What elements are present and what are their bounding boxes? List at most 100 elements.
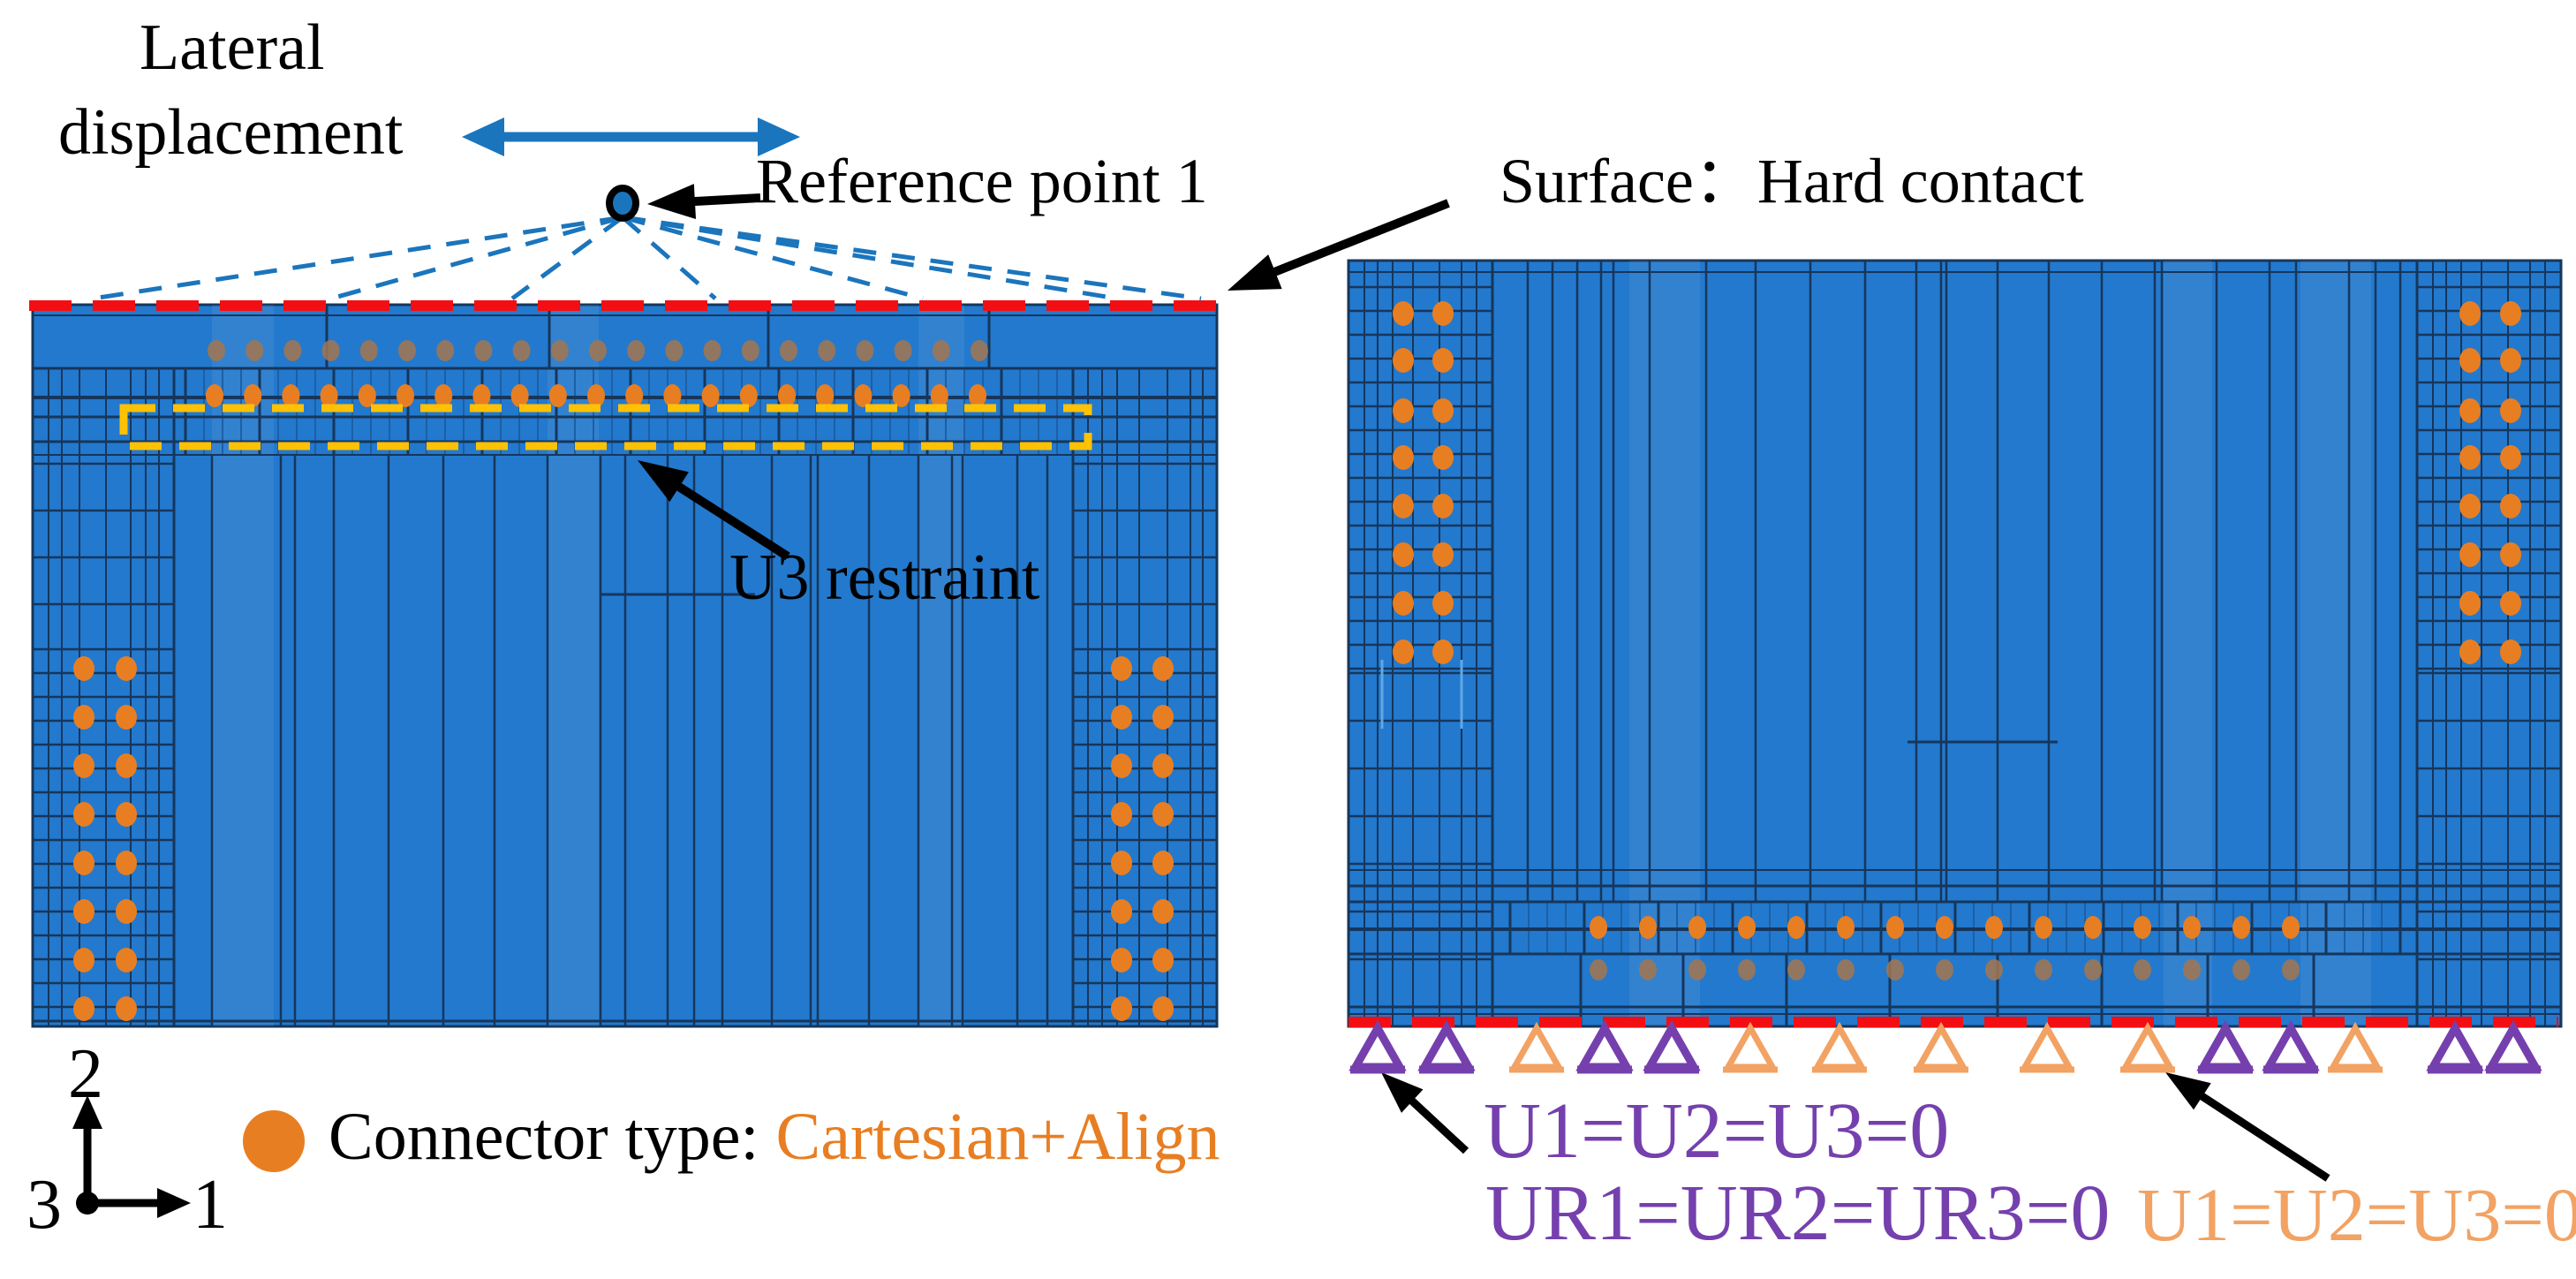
- connector-dot: [358, 384, 376, 407]
- connector-dot: [778, 384, 796, 407]
- connector-dot: [2282, 916, 2300, 939]
- connector-dot: [1393, 445, 1414, 470]
- surface-hard-contact-label: Surface：Hard contact: [1500, 146, 2084, 216]
- connector-dot: [1432, 494, 1454, 518]
- connector-dot: [1432, 398, 1454, 423]
- connector-dot: [73, 899, 94, 924]
- ghost-connector-dot: [2282, 959, 2300, 980]
- reference-point-label: Reference point 1: [756, 146, 1208, 216]
- surface-contact-arrow-shaft: [1261, 199, 1450, 281]
- reference-point-marker: [606, 185, 639, 222]
- lateral-displacement-arrow-head-left: [462, 117, 504, 156]
- ghost-connector-dot: [856, 340, 874, 361]
- mesh-light-strip: [212, 305, 274, 1026]
- coupling-dashed-line: [622, 215, 924, 301]
- lateral-displacement-label-line1: Lateral: [140, 11, 325, 84]
- connector-dot: [116, 802, 137, 827]
- connector-dot: [1393, 348, 1414, 373]
- connector-dot: [73, 996, 94, 1021]
- reference-point-arrow-head: [647, 184, 697, 220]
- connector-dot: [1152, 705, 1174, 730]
- connector-dot: [116, 948, 137, 972]
- connector-dot: [1393, 301, 1414, 326]
- support-triangle-purple: [2426, 1019, 2484, 1071]
- connector-dot: [701, 384, 720, 407]
- connector-dot: [1936, 916, 1953, 939]
- connector-dot: [1639, 916, 1657, 939]
- connector-dot: [1393, 640, 1414, 664]
- connector-dot: [1111, 753, 1132, 778]
- connector-dot: [1111, 656, 1132, 681]
- connector-dot: [1152, 802, 1174, 827]
- connector-dot: [1111, 851, 1132, 875]
- connector-dot: [548, 384, 567, 407]
- ghost-connector-dot: [1936, 959, 1953, 980]
- connector-dot: [1432, 301, 1454, 326]
- reference-point-arrow-shaft: [683, 193, 761, 207]
- connector-dot: [510, 384, 529, 407]
- connector-dot: [1393, 494, 1414, 518]
- pinned-bc-arrow-shaft: [2190, 1086, 2330, 1182]
- connector-dot: [1111, 705, 1132, 730]
- ghost-connector-dot: [818, 340, 836, 361]
- connector-dot: [73, 705, 94, 730]
- pinned-bc-label: U1=U2=U3=0: [2137, 1172, 2576, 1257]
- ghost-connector-dot: [2035, 959, 2052, 980]
- axis-2-label: 2: [68, 1035, 103, 1113]
- lateral-displacement-arrow-head-right: [758, 117, 800, 156]
- connector-dot: [2459, 542, 2481, 567]
- support-triangle-orange: [2019, 1021, 2075, 1071]
- connector-dot: [2500, 398, 2521, 423]
- ghost-connector-dot: [2232, 959, 2250, 980]
- ghost-connector-dot: [359, 340, 378, 361]
- fixed-bc-arrow-shaft: [1401, 1091, 1469, 1154]
- ghost-connector-dot: [1886, 959, 1904, 980]
- mesh-light-strip: [1629, 261, 1700, 1026]
- ghost-connector-dot: [436, 340, 455, 361]
- connector-dot: [116, 656, 137, 681]
- connector-dot: [1111, 899, 1132, 924]
- ghost-connector-dot: [1787, 959, 1805, 980]
- ghost-connector-dot: [321, 340, 340, 361]
- ghost-connector-dot: [665, 340, 684, 361]
- connector-dot: [969, 384, 986, 407]
- ghost-connector-dot: [1837, 959, 1855, 980]
- ghost-connector-dot: [780, 340, 797, 361]
- connector-legend-type: Cartesian+Align: [775, 1100, 1220, 1174]
- connector-legend: Connector type: Cartesian+Align: [329, 1100, 1220, 1174]
- coupling-dashed-line: [510, 215, 624, 301]
- ghost-connector-dot: [703, 340, 721, 361]
- connector-dot: [282, 384, 300, 407]
- support-triangle-orange: [1722, 1021, 1779, 1071]
- connector-dot: [1152, 899, 1174, 924]
- connector-dot: [1152, 996, 1174, 1021]
- connector-dot: [625, 384, 644, 407]
- connector-dot: [1886, 916, 1904, 939]
- ghost-connector-dot: [932, 340, 950, 361]
- connector-dot: [2500, 348, 2521, 373]
- connector-dot: [116, 705, 137, 730]
- ghost-connector-dot: [474, 340, 493, 361]
- support-triangle-orange: [1811, 1021, 1868, 1071]
- connector-dot: [1152, 656, 1174, 681]
- connector-dot: [73, 948, 94, 972]
- connector-dot: [1432, 542, 1454, 567]
- connector-dot: [320, 384, 338, 407]
- ghost-connector-dot: [208, 340, 225, 361]
- ghost-connector-dot: [550, 340, 569, 361]
- axis-2-arrowhead: [72, 1095, 102, 1129]
- connector-dot: [2500, 640, 2521, 664]
- connector-dot: [2459, 301, 2481, 326]
- connector-dot: [1590, 916, 1607, 939]
- connector-dot: [1432, 445, 1454, 470]
- connector-dot: [472, 384, 491, 407]
- support-triangle-orange: [2327, 1021, 2383, 1071]
- connector-dot: [1432, 591, 1454, 616]
- connector-dot: [2183, 916, 2201, 939]
- connector-dot: [2500, 301, 2521, 326]
- support-triangle-purple: [2262, 1019, 2320, 1071]
- u3-restraint-arrow-shaft: [666, 476, 790, 561]
- connector-dot: [73, 851, 94, 875]
- connector-dot: [1111, 996, 1132, 1021]
